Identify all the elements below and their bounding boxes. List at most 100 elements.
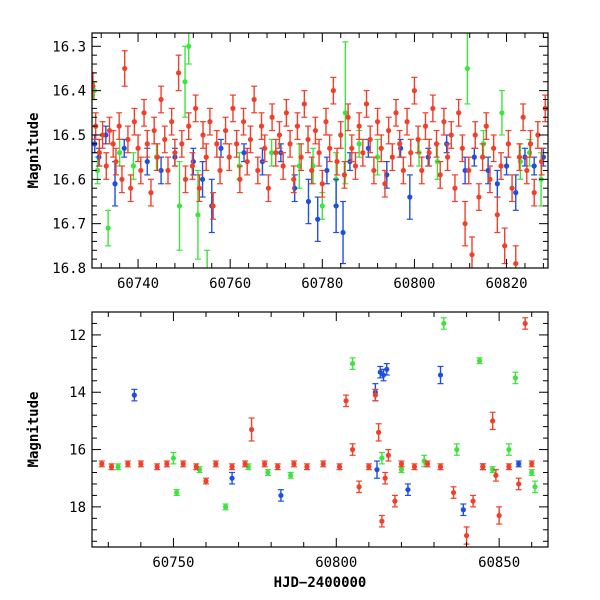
data-point-red (372, 388, 379, 402)
data-point-red (251, 85, 258, 114)
data-point-red (356, 112, 363, 141)
plot-frame (91, 311, 549, 548)
data-point-red (171, 138, 178, 167)
data-point-red (450, 486, 457, 499)
x-tick-label: 60740 (117, 276, 159, 292)
data-point-red (118, 165, 125, 194)
data-point-green (489, 466, 496, 474)
data-point-red (348, 134, 355, 163)
data-point-red (185, 112, 192, 141)
data-point-red (422, 112, 429, 141)
data-point-green (105, 209, 112, 247)
data-point-red (294, 112, 301, 141)
data-point-red (236, 165, 243, 194)
data-point-red (229, 463, 236, 471)
x-tick-label: 60820 (485, 276, 527, 292)
data-point-red (274, 463, 281, 471)
data-point-red (322, 107, 329, 136)
data-point-blue (383, 362, 390, 376)
data-point-red (343, 394, 350, 408)
data-point-red (269, 103, 276, 132)
data-point-blue (131, 388, 138, 402)
data-point-red (147, 178, 154, 207)
data-point-red (492, 469, 499, 482)
data-point-red (180, 460, 187, 468)
y-tick-label: 16.3 (52, 39, 86, 55)
data-point-red (400, 156, 407, 185)
data-point-red (345, 103, 352, 132)
data-point-red (165, 156, 171, 185)
data-point-blue (112, 160, 119, 207)
data-point-green (310, 147, 317, 185)
data-point-red (240, 107, 247, 136)
data-point-red (437, 160, 444, 189)
data-point-green (421, 454, 428, 468)
data-point-red (182, 165, 189, 194)
data-point-red (212, 460, 219, 468)
data-point-red (247, 125, 254, 154)
data-point-red (99, 121, 106, 149)
data-point-red (523, 156, 530, 185)
data-point-red (363, 90, 370, 118)
data-point-red (265, 174, 272, 203)
data-point-red (98, 460, 105, 468)
data-point-red (385, 116, 392, 145)
data-point-blue (199, 160, 206, 198)
y-tick-label: 16.8 (52, 261, 86, 277)
data-point-red (505, 463, 512, 471)
data-point-green (176, 160, 183, 251)
data-point-green (194, 169, 201, 260)
data-point-red (486, 165, 493, 194)
data-point-red (391, 494, 398, 508)
data-point-red (509, 174, 516, 203)
data-point-red (290, 165, 297, 194)
data-point-blue (333, 178, 340, 234)
data-point-red (131, 107, 138, 136)
data-point-red (137, 156, 144, 185)
x-tick-label: 60850 (478, 555, 520, 571)
data-point-red (538, 147, 545, 176)
data-point-red (352, 152, 359, 180)
data-point-red (336, 463, 343, 471)
data-point-red (424, 460, 431, 468)
data-point-green (173, 489, 180, 497)
data-point-green (398, 466, 405, 474)
data-point-red (375, 423, 382, 442)
data-point-red (161, 125, 168, 154)
data-point-red (411, 463, 418, 471)
data-point-red (385, 448, 392, 462)
data-point-red (158, 85, 165, 114)
data-point-blue (404, 483, 411, 497)
chart-panel-1: 60740 60760 60780 60800 60820 16.3 16.4 16.5 16.… (26, 32, 549, 292)
data-point-red (233, 129, 240, 158)
data-point-blue (531, 156, 538, 176)
data-point-blue (305, 178, 312, 225)
data-point-red (505, 129, 512, 158)
data-point-red (320, 460, 327, 468)
data-point-red (393, 98, 399, 127)
data-point-red (459, 134, 466, 163)
data-point-red (92, 72, 96, 101)
data-point-green (204, 249, 211, 268)
data-point-red (144, 129, 151, 158)
data-point-red (516, 143, 523, 172)
data-point-red (359, 138, 366, 167)
data-point-red (374, 107, 381, 136)
data-point-red (411, 76, 418, 105)
data-point-blue (471, 147, 478, 167)
data-point-red (168, 107, 175, 136)
data-point-red (213, 129, 220, 158)
data-point-red (141, 98, 148, 127)
data-point-red (244, 147, 251, 176)
x-tick-label: 60800 (315, 555, 357, 571)
data-point-red (154, 463, 161, 471)
data-point-green (378, 451, 385, 465)
data-point-blue (406, 174, 413, 220)
y-tick-label: 16.6 (52, 172, 86, 188)
data-point-green (264, 469, 271, 476)
data-point-red (404, 107, 411, 136)
data-point-red (433, 129, 440, 158)
data-point-red (308, 156, 315, 185)
data-point-red (494, 196, 501, 234)
x-axis-title: HJD−2400000 (274, 575, 367, 591)
